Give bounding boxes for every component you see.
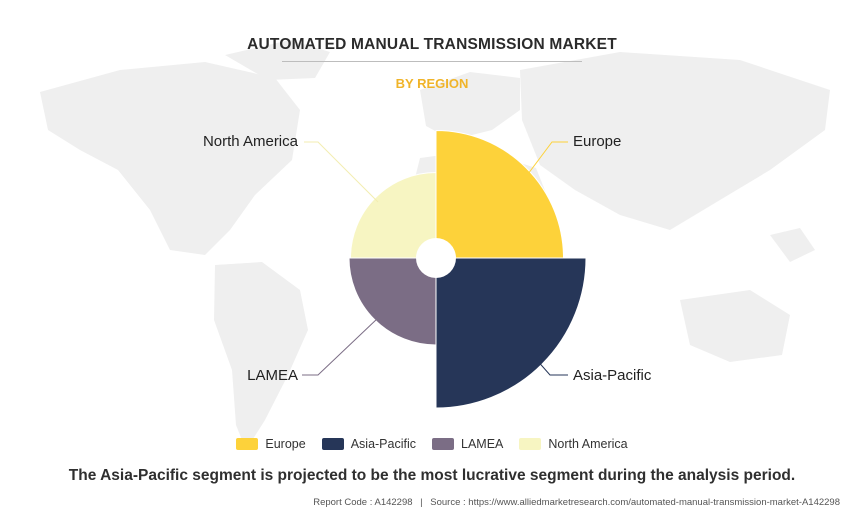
slice-asia-pacific[interactable]: [435, 257, 587, 409]
footer: Report Code : A142298 | Source : https:/…: [313, 497, 840, 508]
legend-label-lamea: LAMEA: [461, 437, 504, 451]
legend-item-lamea[interactable]: LAMEA: [432, 437, 503, 451]
slice-lamea[interactable]: [348, 257, 437, 346]
chart-subtitle: BY REGION: [395, 76, 469, 91]
legend-label-asia-pacific: Asia-Pacific: [350, 437, 416, 451]
data-label-north-america: North America: [203, 133, 299, 150]
legend-swatch-lamea: [432, 438, 454, 450]
legend-item-europe[interactable]: Europe: [236, 437, 306, 451]
data-label-asia-pacific: Asia-Pacific: [573, 367, 652, 384]
data-label-europe: Europe: [573, 133, 621, 150]
legend-swatch-europe: [236, 438, 259, 450]
legend-swatch-asia-pacific: [321, 438, 344, 450]
title-divider: [282, 61, 582, 62]
chart-title: AUTOMATED MANUAL TRANSMISSION MARKET: [247, 36, 617, 53]
legend-label-europe: Europe: [265, 437, 306, 451]
data-label-lamea: LAMEA: [247, 367, 298, 384]
source-link[interactable]: Source : https://www.alliedmarketresearc…: [430, 497, 840, 508]
leader-line-north-america: [304, 141, 379, 203]
legend-swatch-north-america: [519, 438, 542, 450]
legend: Europe Asia-Pacific LAMEA North America: [0, 437, 864, 451]
legend-label-north-america: North America: [548, 437, 628, 451]
leader-line-europe: [509, 141, 568, 199]
slice-north-america[interactable]: [349, 171, 437, 259]
leader-line-asia-pacific: [527, 349, 568, 376]
footer-separator: |: [420, 497, 423, 508]
slice-europe[interactable]: [435, 129, 565, 259]
report-code: Report Code : A142298: [313, 497, 413, 508]
key-takeaway: The Asia-Pacific segment is projected to…: [68, 467, 796, 484]
leader-line-lamea: [302, 317, 379, 376]
center-hole: [416, 238, 456, 278]
legend-item-north-america[interactable]: North America: [519, 437, 628, 451]
legend-item-asia-pacific[interactable]: Asia-Pacific: [321, 437, 416, 451]
